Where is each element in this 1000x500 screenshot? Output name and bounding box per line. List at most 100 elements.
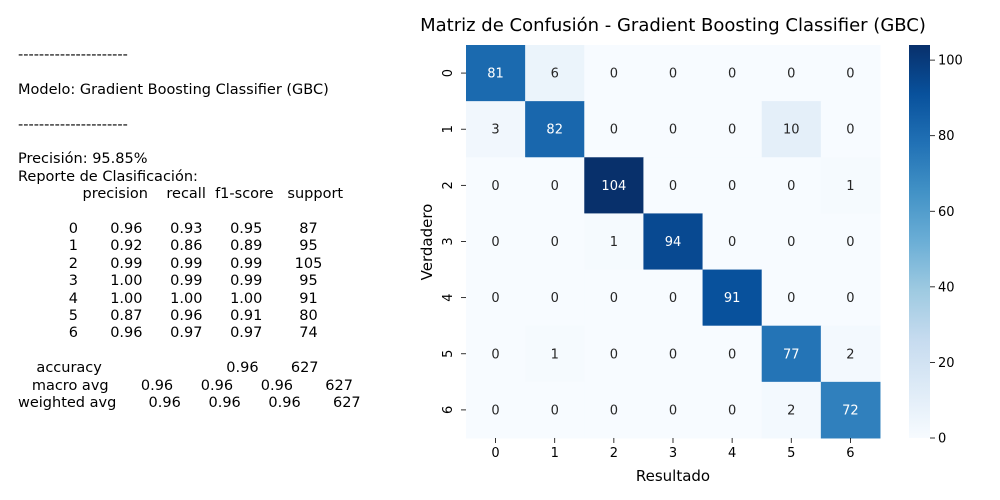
heatmap-cell bbox=[820, 101, 881, 158]
cell-value-label: 91 bbox=[724, 291, 741, 306]
heatmap-cell bbox=[643, 381, 704, 439]
cell-value-label: 0 bbox=[669, 123, 677, 138]
cell-value-label: 0 bbox=[846, 123, 854, 138]
heatmap-cell bbox=[702, 381, 763, 439]
colorbar-tick-label: 40 bbox=[938, 280, 955, 295]
report-line: macro avg 0.96 0.96 0.96 627 bbox=[18, 377, 353, 394]
report-line: 1 0.92 0.86 0.89 95 bbox=[18, 238, 318, 255]
cell-value-label: 0 bbox=[610, 403, 618, 418]
cell-value-label: 77 bbox=[783, 347, 800, 362]
heatmap-cell bbox=[702, 157, 763, 214]
x-tick-label: 5 bbox=[787, 446, 795, 461]
heatmap-cell bbox=[584, 101, 644, 158]
heatmap-cell bbox=[525, 325, 585, 383]
heatmap-cell bbox=[761, 45, 822, 102]
cell-value-label: 72 bbox=[842, 403, 859, 418]
heatmap-cell bbox=[525, 45, 585, 102]
heatmap-cell bbox=[466, 157, 526, 214]
cell-value-label: 0 bbox=[728, 123, 736, 138]
heatmap-cell bbox=[466, 213, 526, 271]
heatmap-cell bbox=[584, 325, 644, 383]
heatmap-cell bbox=[761, 269, 822, 327]
cell-value-label: 0 bbox=[491, 347, 499, 362]
cell-value-label: 10 bbox=[783, 123, 800, 138]
cell-value-label: 3 bbox=[491, 123, 499, 138]
x-tick-label: 6 bbox=[846, 446, 854, 461]
heatmap-cell bbox=[584, 213, 644, 271]
heatmap-cell bbox=[466, 45, 526, 102]
colorbar bbox=[909, 45, 930, 438]
cell-value-label: 6 bbox=[551, 67, 559, 82]
report-line: --------------------- bbox=[18, 47, 128, 63]
y-tick-label: 3 bbox=[441, 237, 456, 245]
colorbar-tick-label: 100 bbox=[938, 54, 963, 69]
cell-value-label: 0 bbox=[787, 67, 795, 82]
report-line: 0 0.96 0.93 0.95 87 bbox=[18, 221, 318, 237]
cell-value-label: 0 bbox=[491, 179, 499, 194]
y-tick-label: 2 bbox=[441, 181, 456, 189]
heatmap-cell bbox=[466, 325, 526, 383]
heatmap-cell bbox=[820, 269, 881, 327]
heatmap-cell bbox=[820, 213, 881, 271]
heatmap-cell bbox=[820, 157, 881, 214]
cell-value-label: 1 bbox=[610, 235, 618, 250]
cell-value-label: 81 bbox=[487, 67, 504, 82]
report-line: Precisión: 95.85% bbox=[18, 151, 148, 168]
heatmap-cell bbox=[525, 213, 585, 271]
colorbar-ticks: 0 20 40 60 80 100 bbox=[930, 54, 963, 447]
heatmap-cell bbox=[525, 157, 585, 214]
heatmap-cell bbox=[466, 269, 526, 327]
heatmap-cell bbox=[525, 269, 585, 327]
y-axis-ticks: 0 1 2 3 4 5 6 bbox=[441, 69, 466, 414]
heatmap-cell bbox=[643, 213, 704, 271]
y-tick-label: 6 bbox=[441, 406, 456, 414]
colorbar-tick-label: 60 bbox=[938, 205, 955, 220]
heatmap-cell bbox=[761, 101, 822, 158]
report-line: 2 0.99 0.99 0.99 105 bbox=[18, 255, 323, 272]
heatmap-cell bbox=[525, 381, 585, 439]
cell-value-label: 0 bbox=[787, 179, 795, 194]
heatmap-cell bbox=[584, 45, 644, 102]
report-line: --------------------- bbox=[18, 116, 128, 133]
heatmap-cell bbox=[702, 101, 763, 158]
cell-value-label: 0 bbox=[491, 235, 499, 250]
cell-value-label: 2 bbox=[846, 347, 854, 362]
x-axis-label: Resultado bbox=[636, 467, 710, 485]
heatmap-cell bbox=[761, 213, 822, 271]
y-tick-label: 0 bbox=[441, 69, 456, 77]
cell-value-label: 0 bbox=[728, 235, 736, 250]
cell-value-label: 0 bbox=[610, 291, 618, 306]
cell-value-label: 1 bbox=[551, 347, 559, 362]
cell-value-label: 0 bbox=[669, 403, 677, 418]
heatmap-cell bbox=[761, 157, 822, 214]
colorbar-tick-label: 0 bbox=[938, 432, 946, 447]
heatmap-cell bbox=[643, 45, 704, 102]
report-line: precision recall f1-score support bbox=[18, 186, 344, 203]
y-axis-label: Verdadero bbox=[418, 204, 436, 281]
report-line: 5 0.87 0.96 0.91 80 bbox=[18, 308, 318, 325]
cell-value-label: 0 bbox=[551, 403, 559, 418]
cell-value-label: 0 bbox=[846, 235, 854, 250]
y-tick-label: 1 bbox=[441, 125, 456, 133]
y-tick-label: 4 bbox=[441, 293, 456, 301]
heatmap-cell bbox=[761, 325, 822, 383]
cell-value-label: 82 bbox=[546, 123, 563, 138]
cell-value-label: 94 bbox=[665, 235, 682, 250]
cell-value-label: 0 bbox=[728, 179, 736, 194]
cell-value-label: 0 bbox=[846, 67, 854, 82]
cell-value-label: 2 bbox=[787, 403, 795, 418]
cell-value-label: 0 bbox=[669, 179, 677, 194]
cell-value-label: 0 bbox=[846, 291, 854, 306]
cell-value-label: 0 bbox=[787, 291, 795, 306]
cell-value-label: 0 bbox=[728, 347, 736, 362]
report-line: Reporte de Clasificación: bbox=[18, 168, 198, 185]
cell-value-label: 0 bbox=[610, 67, 618, 82]
cell-value-label: 0 bbox=[669, 67, 677, 82]
heatmap-cell bbox=[584, 157, 644, 214]
classification-report: --------------------- Modelo: Gradient Bo… bbox=[18, 47, 361, 412]
heatmap-cell bbox=[761, 381, 822, 439]
cell-value-label: 0 bbox=[787, 235, 795, 250]
heatmap-cell bbox=[643, 269, 704, 327]
colorbar-tick-label: 80 bbox=[938, 129, 955, 144]
